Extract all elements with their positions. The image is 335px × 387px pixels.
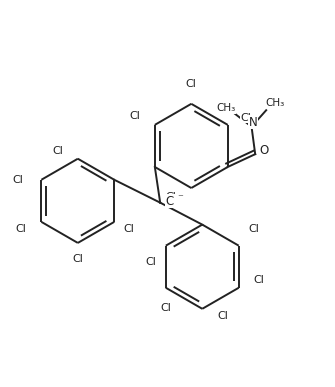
Text: Cl: Cl [12, 175, 23, 185]
Text: O: O [260, 144, 269, 157]
Text: Cl: Cl [146, 257, 157, 267]
Text: CH₃: CH₃ [216, 103, 236, 113]
Text: Cl: Cl [16, 224, 27, 234]
Text: Cl: Cl [52, 146, 63, 156]
Text: C: C [166, 195, 174, 208]
Text: CH₃: CH₃ [266, 98, 285, 108]
Text: Cl: Cl [129, 111, 140, 121]
Text: Cl: Cl [160, 303, 171, 313]
Text: Cl: Cl [186, 79, 197, 89]
Text: ⁻: ⁻ [178, 193, 184, 203]
Text: Cl: Cl [248, 224, 259, 234]
Text: N: N [249, 116, 258, 129]
Text: Cl: Cl [166, 192, 177, 202]
Text: Cl: Cl [241, 113, 252, 123]
Text: Cl: Cl [217, 311, 228, 321]
Text: Cl: Cl [253, 276, 264, 286]
Text: Cl: Cl [124, 224, 134, 234]
Text: Cl: Cl [72, 254, 83, 264]
